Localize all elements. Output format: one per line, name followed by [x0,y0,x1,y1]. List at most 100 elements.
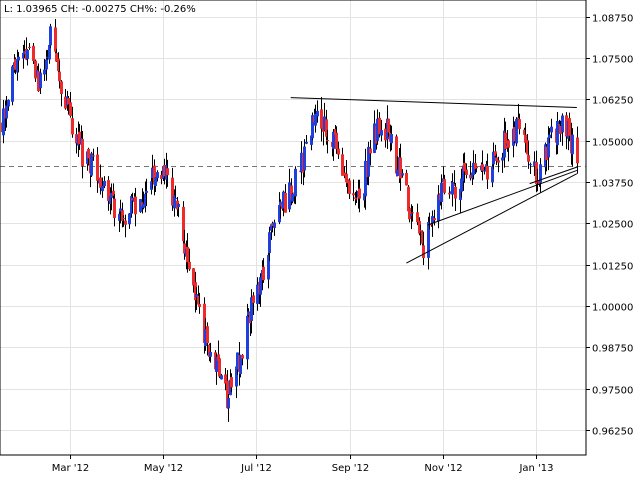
candle [332,128,335,161]
candle-body [99,177,102,188]
candle [192,268,195,293]
trend-lines [290,97,578,264]
candle-body [124,220,127,225]
candle-body [195,294,198,298]
candle [2,99,5,144]
candle [54,18,57,57]
candle [107,176,110,211]
candle-body [443,179,446,193]
candle-body [229,379,232,396]
candle [561,113,564,146]
candle [571,128,574,167]
candle [440,174,443,210]
candle [279,199,282,219]
candle-body [279,201,282,207]
candle-body [58,71,61,82]
candle [556,112,559,155]
candle-body [224,374,227,384]
candle-body [109,196,112,205]
candle [142,191,145,210]
candle [57,52,60,74]
candle [545,144,548,172]
candle [539,158,542,193]
candle-body [288,182,291,210]
y-tick-label: 1.00000 [592,303,633,314]
candle [122,215,125,227]
candle-body [192,268,195,286]
candle-body [411,212,414,214]
candle [288,168,291,213]
candle-body [453,183,456,185]
candle-body [118,213,121,221]
candle-body [92,155,95,157]
candle-body [556,121,559,146]
candle [139,199,142,213]
candle-body [241,355,244,359]
candle [256,277,259,311]
candle [355,190,358,204]
candle-body [390,133,393,144]
candle-body [507,140,510,148]
candle [405,169,408,186]
candle-body [64,96,67,109]
candle-body [416,212,419,223]
candle [291,193,294,204]
candle [87,147,90,166]
candle-body [160,175,163,180]
candle-body [39,72,42,89]
candle [113,193,116,227]
candle-body [49,26,52,46]
candle-body [345,173,348,183]
candle-body [355,198,358,200]
candle-body [545,146,548,161]
candle-body [378,117,381,135]
candle [387,118,390,137]
candle [37,63,40,92]
x-tick-label: Jan '13 [518,463,553,474]
candle-body [2,108,5,136]
candle [427,216,430,270]
candle-body [320,109,323,129]
candle-body [22,52,25,59]
candle-body [268,232,271,254]
candle-body [454,186,457,199]
candle-body [501,157,504,161]
candle-body [523,129,526,135]
candle-body [246,315,249,360]
candle [45,50,48,81]
candle [472,150,475,180]
candle [198,292,201,314]
candle [99,164,102,195]
candle [188,248,191,271]
candle [507,139,510,162]
candle-body [271,223,274,226]
candle [311,112,314,141]
candle-body [311,115,314,139]
trend-line [290,97,577,109]
candle-body [278,204,281,223]
candle-body [576,137,579,164]
candle-body [535,162,538,185]
candle-body [387,118,390,133]
candle [550,118,553,139]
candle [273,219,276,236]
candle-body [90,153,93,176]
candle [230,373,233,393]
candle [174,185,177,199]
candle [204,318,207,351]
candle-body [376,118,379,141]
candle-body [431,216,434,224]
candle [58,60,61,89]
candle [16,49,19,81]
candle-body [208,344,211,357]
candle [252,292,255,316]
candle [224,368,227,391]
candle-body [294,168,297,197]
candle [481,150,484,181]
candle-body [536,181,539,183]
candle [518,113,521,135]
candle-body [373,123,376,153]
candle-body [26,49,29,59]
candle [197,285,200,306]
grid [0,0,586,455]
